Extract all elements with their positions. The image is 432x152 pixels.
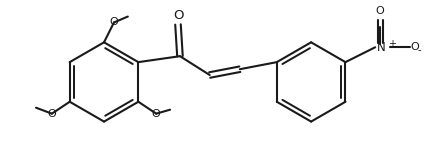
Text: O: O <box>48 109 56 119</box>
Text: N: N <box>377 41 386 54</box>
Text: +: + <box>388 39 396 49</box>
Text: -: - <box>418 45 421 55</box>
Text: O: O <box>110 17 118 28</box>
Text: O: O <box>376 6 384 16</box>
Text: O: O <box>411 42 419 52</box>
Text: O: O <box>174 9 184 21</box>
Text: O: O <box>152 109 161 119</box>
